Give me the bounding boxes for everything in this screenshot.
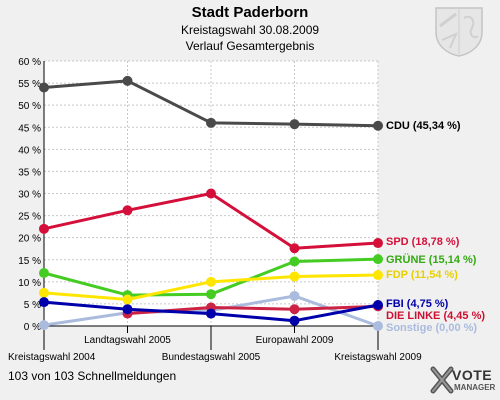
data-point <box>39 82 49 93</box>
series-label: CDU (45,34 %) <box>386 120 461 132</box>
data-point <box>373 270 383 281</box>
y-tick-label: 25 % <box>18 212 41 223</box>
series-label: GRÜNE (15,14 %) <box>386 253 477 266</box>
series-layer <box>39 75 383 331</box>
data-point <box>39 287 49 298</box>
x-tick-label: Kreistagswahl 2004 <box>8 352 96 363</box>
x-axis: Kreistagswahl 2004 Landtagswahl 2005 Bunde… <box>8 325 422 363</box>
data-point <box>39 320 49 331</box>
y-tick-label: 60 % <box>18 57 41 68</box>
data-point <box>39 268 49 278</box>
data-point <box>122 294 133 305</box>
data-point <box>289 271 300 282</box>
data-point <box>373 120 383 131</box>
data-point <box>373 254 383 265</box>
y-tick-label: 35 % <box>18 167 41 178</box>
data-point <box>289 315 300 326</box>
series-label: SPD (18,78 %) <box>386 236 460 248</box>
y-tick-label: 55 % <box>18 79 41 90</box>
y-axis: 0 % 5 % 10 % 15 % 20 % 25 % 30 % 35 % 40 % 45 % 50… <box>18 57 45 333</box>
logo-subtext: MANAGER <box>454 383 496 392</box>
data-point <box>373 300 383 311</box>
data-point <box>206 289 216 300</box>
chart-title: Stadt Paderborn <box>191 4 309 21</box>
y-tick-label: 50 % <box>18 101 41 112</box>
data-point <box>206 276 216 287</box>
footer-status: 103 von 103 Schnellmeldungen <box>8 369 177 383</box>
series-spd <box>39 188 383 254</box>
data-point <box>289 304 300 315</box>
data-point <box>373 321 383 331</box>
vote-manager-x-icon <box>430 366 454 394</box>
y-tick-label: 5 % <box>24 300 41 311</box>
series-labels: CDU (45,34 %) SPD (18,78 %) GRÜNE (15,14 %… <box>386 120 485 334</box>
chart-subtitle: Kreistagswahl 30.08.2009 <box>180 23 320 37</box>
data-point <box>206 117 216 128</box>
data-point <box>289 119 300 130</box>
y-tick-label: 10 % <box>18 278 41 289</box>
y-tick-label: 40 % <box>18 145 41 156</box>
data-point <box>122 205 133 216</box>
y-tick-label: 45 % <box>18 123 41 134</box>
series-fbi <box>39 297 383 326</box>
series-label: FBI (4,75 %) <box>386 298 449 310</box>
y-tick-label: 0 % <box>24 322 41 333</box>
data-point <box>206 308 216 319</box>
y-tick-label: 20 % <box>18 234 41 245</box>
series-label: Sonstige (0,00 %) <box>386 322 477 334</box>
series-cdu <box>39 75 383 131</box>
x-tick-label: Landtagswahl 2005 <box>84 335 171 346</box>
vote-manager-logo: VOTE MANAGER <box>428 364 498 398</box>
data-point <box>373 238 383 249</box>
x-tick-label: Kreistagswahl 2009 <box>334 352 422 363</box>
data-point <box>39 297 49 308</box>
data-point <box>122 304 133 315</box>
chart-subtitle-2: Verlauf Gesamtergebnis <box>185 39 315 53</box>
data-point <box>39 223 49 234</box>
x-tick-label: Bundestagswahl 2005 <box>162 352 261 363</box>
data-point <box>289 256 300 267</box>
x-tick-label: Europawahl 2009 <box>256 335 334 346</box>
data-point <box>122 75 133 86</box>
data-point <box>206 188 216 199</box>
logo-wordmark: VOTE <box>452 367 493 383</box>
series-label: FDP (11,54 %) <box>386 269 458 281</box>
data-point <box>289 290 300 301</box>
data-point <box>289 243 300 254</box>
coat-of-arms-icon <box>435 7 483 57</box>
series-label: DIE LINKE (4,45 %) <box>386 310 485 322</box>
series-fdp <box>39 270 383 305</box>
y-tick-label: 30 % <box>18 190 41 201</box>
y-tick-label: 15 % <box>18 256 41 267</box>
